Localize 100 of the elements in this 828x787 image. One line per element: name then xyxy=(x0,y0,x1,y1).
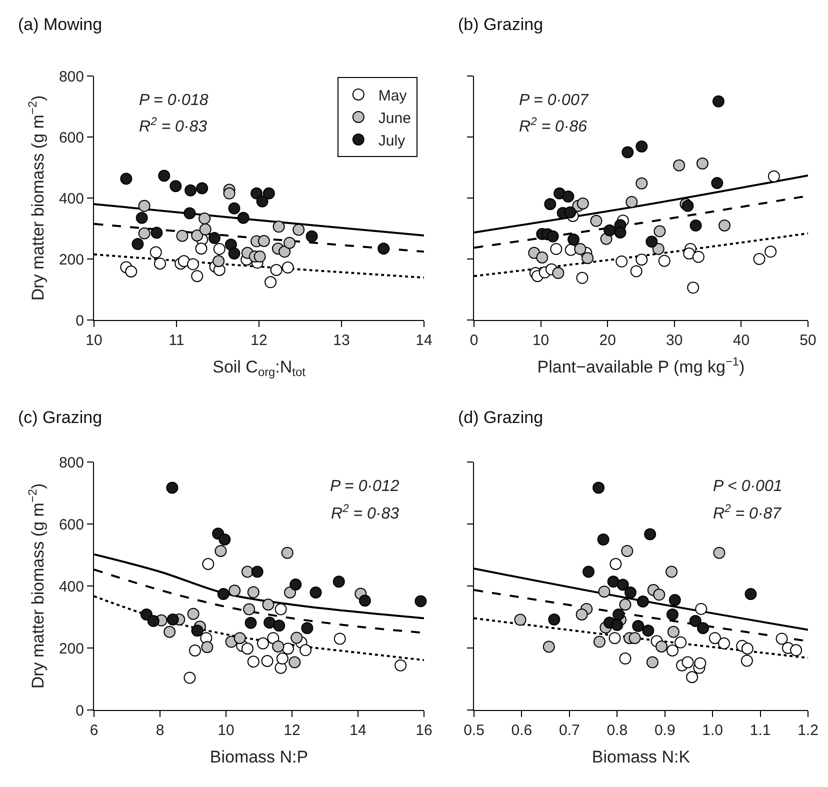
point xyxy=(658,254,670,267)
annotation: R$^{2}$ = 0·83 xyxy=(139,116,208,136)
x-tick-label: 10 xyxy=(532,332,550,349)
x-axis-title: Biomass N:P xyxy=(210,747,308,766)
x-tick-label: 16 xyxy=(416,722,432,739)
point xyxy=(576,272,588,284)
point xyxy=(282,642,294,655)
point xyxy=(272,640,284,652)
point xyxy=(208,232,220,244)
chart-title: (d) Grazing xyxy=(458,408,544,427)
annotation: P = 0·018 xyxy=(139,92,208,109)
annotation: P = 0·007 xyxy=(519,92,590,109)
point xyxy=(270,264,282,276)
point xyxy=(267,632,280,644)
point xyxy=(686,671,698,684)
x-tick-label: 0.5 xyxy=(464,722,484,739)
point xyxy=(358,594,371,607)
annotation: R$^{2}$ = 0·86 xyxy=(519,116,588,136)
point xyxy=(652,242,664,255)
point xyxy=(261,655,274,668)
point xyxy=(632,620,644,632)
point xyxy=(776,632,788,645)
point xyxy=(234,632,246,644)
point xyxy=(250,187,263,200)
point xyxy=(536,251,548,264)
point xyxy=(614,226,626,238)
point xyxy=(191,624,204,637)
point xyxy=(673,159,686,172)
point xyxy=(241,642,254,655)
point xyxy=(692,250,704,263)
point xyxy=(674,636,687,648)
point xyxy=(628,632,641,644)
point xyxy=(604,224,616,236)
point xyxy=(300,644,312,656)
x-tick-label: 20 xyxy=(599,332,616,349)
point xyxy=(188,644,201,656)
annotation: R$^{2}$ = 0·83 xyxy=(331,503,400,523)
point xyxy=(264,616,276,629)
point xyxy=(284,236,296,249)
point xyxy=(138,227,150,240)
point xyxy=(619,652,632,665)
chart-title: (a) Mowing xyxy=(18,14,102,34)
point xyxy=(593,636,606,648)
point xyxy=(214,544,227,557)
chart-title: (c) Grazing xyxy=(18,408,102,427)
point xyxy=(611,619,624,632)
point xyxy=(646,656,658,668)
point xyxy=(619,598,632,611)
point xyxy=(636,140,648,152)
point xyxy=(243,603,256,616)
point xyxy=(262,598,274,611)
point xyxy=(616,255,628,268)
point xyxy=(378,242,390,255)
point xyxy=(147,615,160,628)
y-tick-label: 600 xyxy=(58,516,84,534)
annotation: P = 0·012 xyxy=(330,478,400,495)
x-tick-label: 40 xyxy=(732,332,750,349)
point xyxy=(272,220,285,233)
point xyxy=(394,659,407,672)
point xyxy=(608,632,621,644)
point xyxy=(694,657,706,670)
y-tick-label: 400 xyxy=(58,190,84,208)
point xyxy=(682,656,694,668)
point xyxy=(744,588,757,600)
point xyxy=(213,242,226,255)
point xyxy=(251,566,264,578)
point xyxy=(228,584,241,597)
point xyxy=(646,236,658,248)
point xyxy=(576,197,589,210)
point xyxy=(176,230,188,242)
chart-title: (b) Grazing xyxy=(458,14,544,34)
point xyxy=(713,546,726,559)
x-axis-title: Plant−available P (mg kg$^{−1}$) xyxy=(537,354,745,376)
x-tick-label: 1.2 xyxy=(798,722,818,739)
point xyxy=(150,246,162,258)
point xyxy=(666,566,678,578)
point xyxy=(196,182,208,194)
point xyxy=(154,258,166,270)
point xyxy=(199,223,212,236)
point xyxy=(764,246,777,258)
point xyxy=(598,586,610,598)
point xyxy=(281,546,294,559)
point xyxy=(125,266,138,278)
point xyxy=(187,258,199,270)
point xyxy=(278,246,291,258)
annotation: R$^{2}$ = 0·87 xyxy=(713,503,782,523)
point xyxy=(708,632,721,644)
point xyxy=(292,224,305,236)
point xyxy=(689,615,702,628)
point xyxy=(597,534,610,546)
point xyxy=(120,172,132,185)
point xyxy=(624,586,636,599)
x-tick-label: 0 xyxy=(470,332,478,349)
point xyxy=(690,219,702,232)
point xyxy=(284,586,296,599)
point xyxy=(667,626,680,638)
x-tick-label: 1.0 xyxy=(702,722,723,739)
point xyxy=(212,255,225,268)
point xyxy=(244,616,257,629)
x-tick-label: 30 xyxy=(666,332,683,349)
